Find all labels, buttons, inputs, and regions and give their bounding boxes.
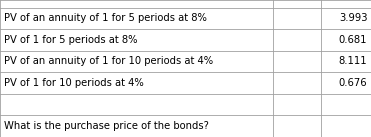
Text: PV of an annuity of 1 for 10 periods at 4%: PV of an annuity of 1 for 10 periods at … [4, 56, 213, 66]
Text: PV of 1 for 10 periods at 4%: PV of 1 for 10 periods at 4% [4, 78, 144, 88]
Text: 0.681: 0.681 [339, 35, 367, 45]
Text: PV of 1 for 5 periods at 8%: PV of 1 for 5 periods at 8% [4, 35, 137, 45]
Text: What is the purchase price of the bonds?: What is the purchase price of the bonds? [4, 121, 209, 131]
Text: 3.993: 3.993 [339, 13, 367, 23]
Text: 8.111: 8.111 [339, 56, 367, 66]
Text: 0.676: 0.676 [339, 78, 367, 88]
Text: PV of an annuity of 1 for 5 periods at 8%: PV of an annuity of 1 for 5 periods at 8… [4, 13, 207, 23]
